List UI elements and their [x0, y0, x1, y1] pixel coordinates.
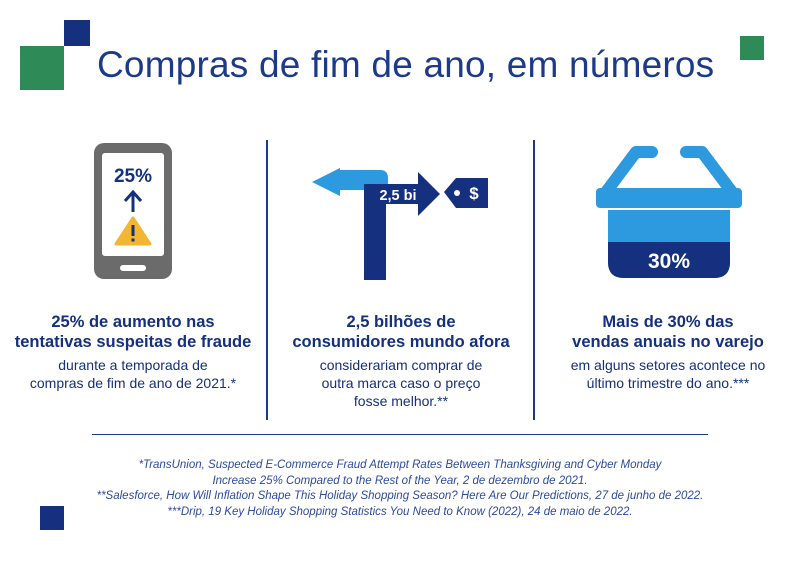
footnote-line: *TransUnion, Suspected E-Commerce Fraud … [138, 459, 662, 471]
column-divider [266, 140, 268, 420]
footnote-divider [92, 434, 708, 435]
stat-card-fraud: 25% 25% de aumento nas tentativas suspei… [0, 140, 266, 391]
turn-arrow-price-tag-icon: 2,5 bi $ [268, 140, 534, 290]
stat-description: durante a temporada de compras de fim de… [29, 357, 237, 391]
decorative-square-green-small [740, 36, 764, 60]
footnote-line: ***Drip, 19 Key Holiday Shopping Statist… [167, 505, 633, 518]
footnote-line: **Salesforce, How Will Inflation Shape T… [96, 490, 704, 502]
decorative-square-navy-bottom [40, 506, 64, 530]
decorative-square-navy [64, 20, 90, 46]
stat-card-consumers: 2,5 bi $ 2,5 bilhões de consumidores mun… [268, 140, 534, 409]
footnotes: *TransUnion, Suspected E-Commerce Fraud … [0, 458, 800, 520]
dollar-icon: $ [469, 184, 479, 203]
stat-headline: 25% de aumento nas tentativas suspeitas … [14, 313, 252, 351]
page-title: Compras de fim de ano, em números [97, 44, 715, 85]
basket-percent-label: 30% [647, 250, 689, 273]
decorative-square-green [20, 46, 64, 90]
phone-percent-label: 25% [114, 166, 152, 187]
smartphone-warning-icon: 25% [0, 140, 266, 290]
stat-headline: Mais de 30% das vendas anuais no varejo [572, 313, 764, 351]
footnote-line: Increase 25% Compared to the Rest of the… [212, 474, 588, 487]
column-divider [533, 140, 535, 420]
arrow-value-label: 2,5 bi [379, 188, 416, 204]
stat-card-retail-sales: 30% Mais de 30% das vendas anuais no var… [535, 140, 800, 391]
shopping-basket-icon: 30% [535, 140, 800, 290]
stat-headline: 2,5 bilhões de consumidores mundo afora [292, 313, 510, 351]
stat-description: considerariam comprar de outra marca cas… [319, 357, 483, 409]
stat-description: em alguns setores acontece no último tri… [570, 357, 766, 391]
